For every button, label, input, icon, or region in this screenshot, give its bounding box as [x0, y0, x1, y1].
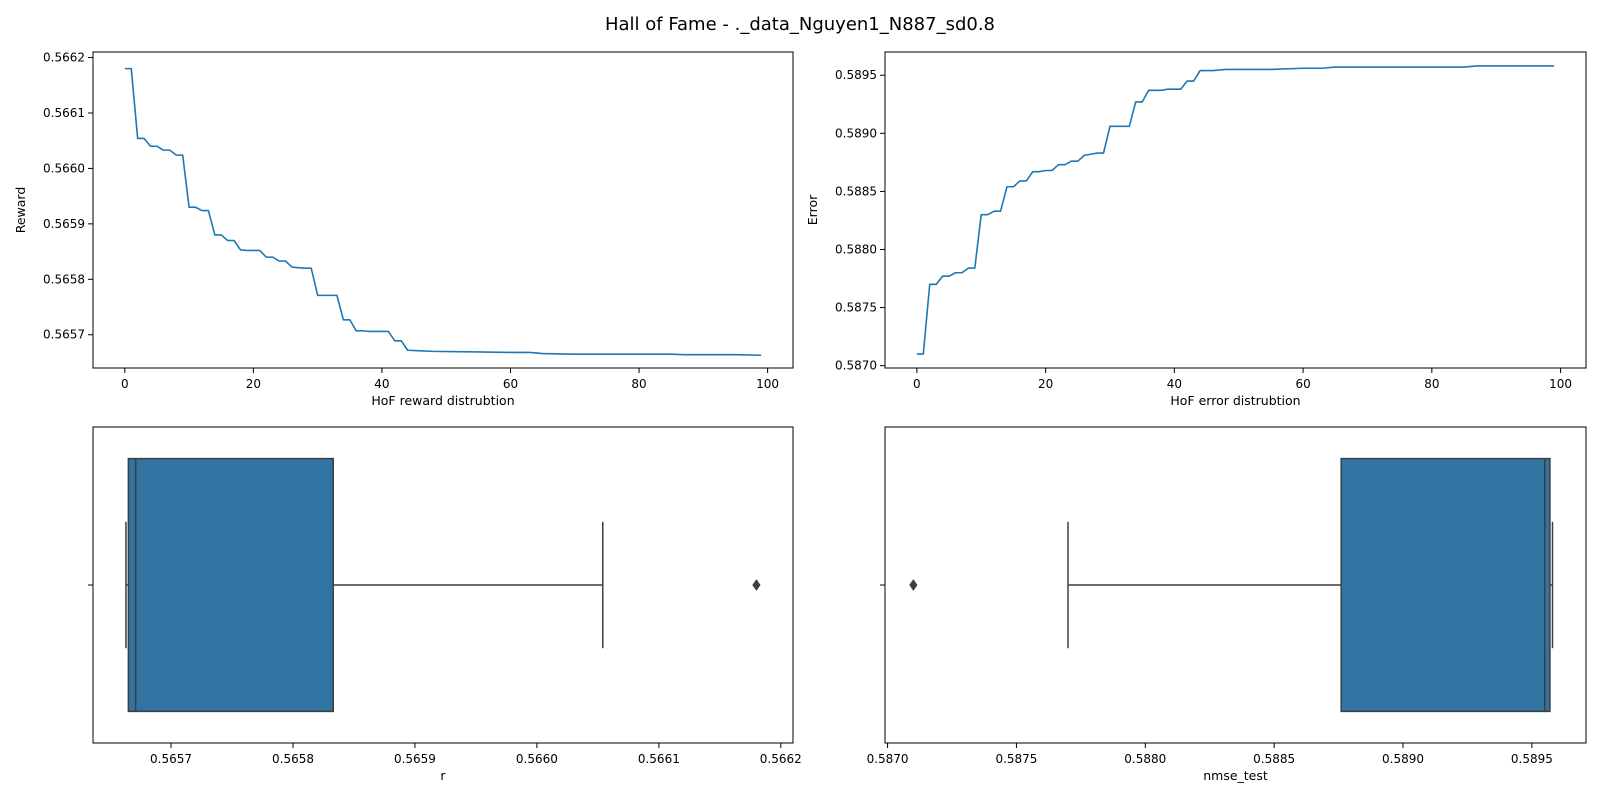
x-tick-label: 0.5895: [1511, 752, 1553, 766]
y-tick-label: 0.5660: [43, 161, 85, 175]
y-tick-label: 0.5658: [43, 272, 85, 286]
y-tick-label: 0.5885: [835, 184, 877, 198]
figure-title: Hall of Fame - ._data_Nguyen1_N887_sd0.8: [605, 14, 995, 35]
x-tick-label: 0.5657: [150, 752, 192, 766]
box-iqr: [1340, 457, 1551, 713]
x-axis-label: r: [440, 768, 446, 783]
y-tick-label: 0.5662: [43, 51, 85, 65]
outlier-point: [752, 579, 761, 591]
y-tick-label: 0.5870: [835, 359, 877, 373]
axes-frame: [92, 51, 794, 369]
panel-top-left: 0 20 40 60 80 100 HoF reward distrubtion 0.5657…: [13, 51, 794, 408]
y-tick-label: 0.5657: [43, 328, 85, 342]
x-tick-label: 20: [246, 377, 261, 391]
series-line: [124, 67, 762, 357]
x-axis-label: nmse_test: [1203, 768, 1268, 783]
panel-top-right: 0 20 40 60 80 100 HoF error distrubtion 0.5870 0…: [805, 51, 1587, 408]
x-tick-label: 0.5875: [995, 752, 1037, 766]
y-tick-label: 0.5661: [43, 106, 85, 120]
x-tick-label: 0: [913, 377, 921, 391]
outlier-point: [909, 579, 918, 591]
x-tick-label: 0.5660: [516, 752, 558, 766]
x-axis-label: HoF error distrubtion: [1170, 393, 1300, 408]
x-tick-label: 20: [1038, 377, 1053, 391]
x-tick-label: 60: [1295, 377, 1310, 391]
y-tick-label: 0.5880: [835, 243, 877, 257]
y-tick-label: 0.5895: [835, 68, 877, 82]
box-iqr: [127, 457, 334, 713]
panel-bottom-right: 0.5870 0.5875 0.5880 0.5885 0.5890 0.5895 nmse…: [867, 426, 1587, 783]
y-tick-label: 0.5875: [835, 301, 877, 315]
x-axis-label: HoF reward distrubtion: [371, 393, 514, 408]
y-axis-label: Reward: [13, 187, 28, 234]
x-tick-label: 40: [1167, 377, 1182, 391]
x-tick-label: 100: [756, 377, 779, 391]
x-tick-label: 0.5890: [1382, 752, 1424, 766]
x-tick-label: 0: [121, 377, 129, 391]
panel-bottom-left: 0.5657 0.5658 0.5659 0.5660 0.5661 0.5662 r: [88, 426, 802, 783]
y-axis-label: Error: [805, 194, 820, 225]
x-tick-label: 80: [631, 377, 646, 391]
x-tick-label: 60: [503, 377, 518, 391]
axes-frame: [884, 51, 1587, 369]
x-tick-label: 0.5880: [1124, 752, 1166, 766]
x-tick-label: 0.5658: [272, 752, 314, 766]
y-tick-label: 0.5659: [43, 217, 85, 231]
x-tick-label: 0.5659: [394, 752, 436, 766]
y-tick-label: 0.5890: [835, 126, 877, 140]
x-tick-label: 0.5870: [867, 752, 909, 766]
x-tick-label: 80: [1424, 377, 1439, 391]
x-tick-label: 0.5661: [638, 752, 680, 766]
x-tick-label: 100: [1549, 377, 1572, 391]
x-tick-label: 40: [374, 377, 389, 391]
x-tick-label: 0.5885: [1253, 752, 1295, 766]
series-line: [916, 65, 1555, 355]
x-tick-label: 0.5662: [760, 752, 802, 766]
